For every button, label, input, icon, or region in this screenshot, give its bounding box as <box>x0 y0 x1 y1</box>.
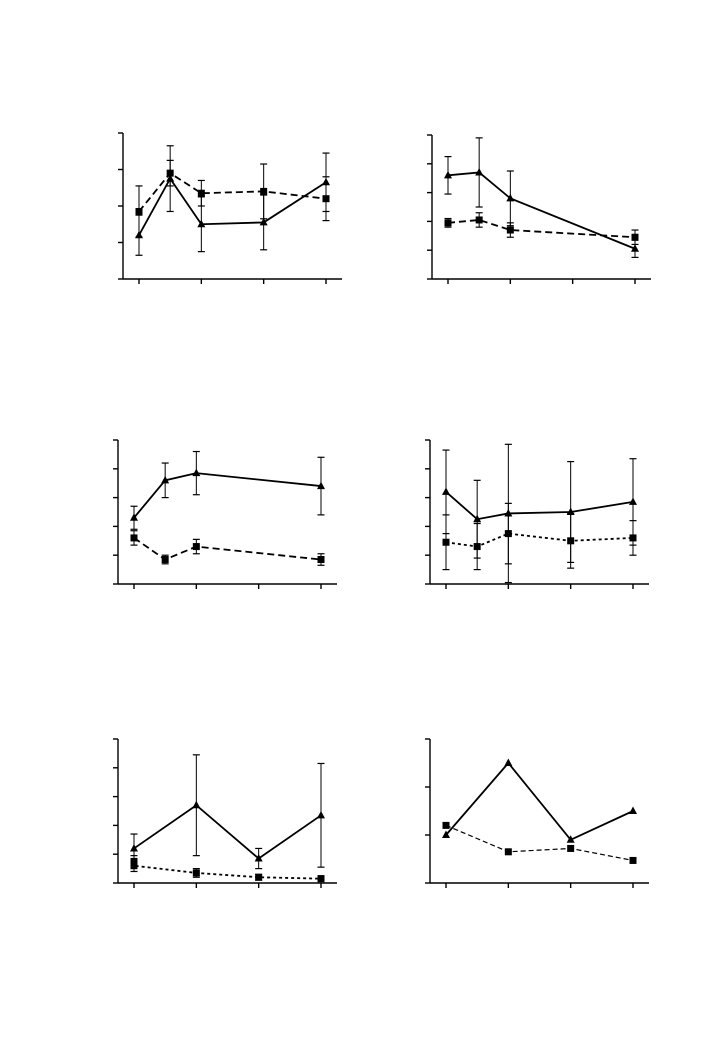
data-point-square <box>504 530 512 538</box>
data-point-square <box>166 169 174 177</box>
data-point-square <box>444 219 452 227</box>
data-point-triangle <box>504 758 513 766</box>
data-point-triangle <box>442 830 450 838</box>
chart-panel-2 <box>427 134 651 284</box>
data-point-square <box>317 556 325 564</box>
data-point-triangle <box>629 806 637 814</box>
series-line-1 <box>133 804 322 860</box>
data-point-square <box>506 226 514 234</box>
data-point-square <box>475 216 483 224</box>
data-point-triangle <box>197 219 206 228</box>
series-line-2 <box>133 537 322 561</box>
series-line-2 <box>447 219 636 239</box>
chart-panel-6 <box>425 738 649 888</box>
series-line-1 <box>447 171 636 250</box>
series-line-2 <box>445 824 634 862</box>
data-point-triangle <box>259 217 268 226</box>
chart-panel-3 <box>113 439 337 589</box>
data-point-square <box>442 538 450 546</box>
chart-panel-5 <box>113 738 337 888</box>
data-point-square <box>255 873 263 881</box>
data-point-square <box>192 869 200 877</box>
data-point-triangle <box>629 497 637 505</box>
data-point-triangle <box>473 514 482 523</box>
series-line-1 <box>445 491 634 521</box>
data-point-triangle <box>130 843 138 852</box>
data-point-triangle <box>631 244 639 252</box>
data-point-square <box>629 534 637 542</box>
data-point-triangle <box>317 481 325 490</box>
data-point-square <box>130 862 138 870</box>
series-line-1 <box>138 176 327 236</box>
series-line-1 <box>133 472 322 519</box>
data-point-square <box>192 543 200 551</box>
data-point-square <box>322 195 330 203</box>
data-point-triangle <box>192 468 201 477</box>
data-point-triangle <box>317 810 325 819</box>
data-point-triangle <box>444 170 452 179</box>
data-point-triangle <box>161 475 170 484</box>
data-point-square <box>442 821 450 829</box>
data-point-square <box>473 543 481 551</box>
data-point-triangle <box>192 800 201 809</box>
data-point-square <box>197 189 205 197</box>
data-point-square <box>504 848 512 856</box>
series-line-1 <box>445 761 634 841</box>
data-point-triangle <box>254 854 263 862</box>
data-point-square <box>161 556 169 564</box>
data-point-square <box>567 537 575 545</box>
data-point-triangle <box>566 835 575 843</box>
chart-panel-4 <box>425 439 649 589</box>
data-point-square <box>130 857 138 865</box>
series-line-2 <box>133 861 322 880</box>
data-point-triangle <box>475 167 484 176</box>
data-point-triangle <box>442 487 450 495</box>
series-line-2 <box>138 171 327 213</box>
data-point-square <box>130 534 138 542</box>
data-point-square <box>317 875 325 883</box>
data-point-triangle <box>130 513 138 521</box>
data-point-triangle <box>506 193 515 202</box>
data-point-square <box>260 187 268 195</box>
chart-panel-1 <box>118 132 342 284</box>
series-line-2 <box>445 532 634 548</box>
data-point-square <box>135 207 143 215</box>
data-point-square <box>629 856 637 864</box>
data-point-square <box>567 844 575 852</box>
data-point-square <box>631 233 639 241</box>
